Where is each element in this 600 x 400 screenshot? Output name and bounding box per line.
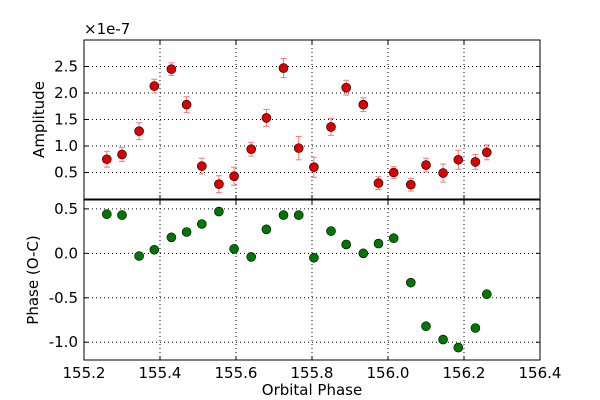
amplitude-point (261, 113, 272, 123)
phase-point (405, 277, 416, 288)
phase-point (214, 206, 224, 217)
amplitude-point (373, 178, 384, 188)
amplitude-point (246, 144, 256, 154)
amplitude-point (438, 168, 448, 178)
phase-point (293, 210, 304, 220)
amplitude-panel: 0.5 1.0 1.5 2.0 2.5 (54, 39, 541, 200)
amplitude-point (481, 147, 492, 158)
phase-point (326, 226, 336, 236)
x-tick-label: 155.2 (63, 364, 106, 382)
amplitude-y-tick-label: 1.0 (54, 137, 78, 155)
amplitude-point (453, 154, 464, 165)
amplitude-point (181, 99, 192, 110)
amplitude-point (278, 63, 289, 73)
amplitude-point (117, 149, 127, 160)
phase-panel: 155.2 155.4 155.6 155.8 156.0 156.2 156.4 -1.0 -… (49, 199, 562, 382)
amplitude-point (405, 179, 416, 190)
x-tick-label: 155.8 (291, 364, 334, 382)
phase-point (246, 252, 256, 262)
amplitude-point (309, 162, 319, 172)
phase-point (261, 224, 272, 235)
phase-point (197, 219, 207, 229)
phase-axis-label: Phase (O-C) (24, 235, 42, 324)
phase-point (166, 232, 177, 243)
amplitude-point (149, 81, 160, 91)
phase-point (278, 210, 289, 220)
phase-point (438, 334, 448, 345)
amplitude-point (388, 167, 399, 178)
phase-point (470, 323, 481, 333)
amplitude-point (326, 122, 336, 132)
amplitude-y-tick-label: 1.5 (54, 111, 78, 129)
amplitude-point (166, 64, 177, 74)
phase-y-tick-label: -1.0 (49, 333, 78, 351)
amplitude-y-tick-label: 2.0 (54, 84, 78, 102)
amplitude-y-tick-label: 0.5 (54, 164, 78, 182)
amplitude-point (341, 82, 352, 93)
phase-point (373, 238, 384, 249)
phase-point (181, 227, 192, 237)
phase-y-tick-label: 0.5 (54, 200, 78, 218)
phase-point (117, 210, 127, 220)
phase-point (341, 239, 352, 250)
amplitude-y-tick-label: 2.5 (54, 58, 78, 76)
phase-point (388, 233, 399, 244)
amplitude-point (470, 157, 481, 167)
phase-y-tick-label: -0.5 (49, 289, 78, 307)
phase-point (134, 251, 144, 261)
x-tick-label: 156.4 (519, 364, 562, 382)
phase-point (481, 289, 492, 300)
amplitude-point (293, 143, 304, 153)
phase-point (358, 248, 369, 259)
amplitude-point (358, 99, 369, 110)
phase-point (421, 321, 431, 332)
phase-point (453, 342, 464, 353)
amplitude-point (229, 171, 239, 182)
phase-point (229, 244, 239, 254)
amplitude-point (102, 154, 112, 165)
amplitude-point (214, 179, 224, 189)
amplitude-axis-label: Amplitude (30, 81, 48, 158)
phase-point (149, 244, 160, 255)
x-tick-label: 155.6 (215, 364, 258, 382)
x-tick-label: 156.2 (443, 364, 486, 382)
phase-y-tick-label: 0.0 (54, 244, 78, 262)
x-tick-label: 155.4 (139, 364, 182, 382)
phase-point (102, 209, 112, 220)
x-tick-label: 156.0 (367, 364, 410, 382)
amplitude-point (134, 126, 144, 136)
amplitude-point (197, 161, 207, 171)
amplitude-point (421, 160, 431, 170)
amplitude-offset-label: ×1e-7 (84, 20, 130, 38)
phase-point (309, 252, 319, 263)
orbital-phase-axis-label: Orbital Phase (262, 381, 362, 399)
